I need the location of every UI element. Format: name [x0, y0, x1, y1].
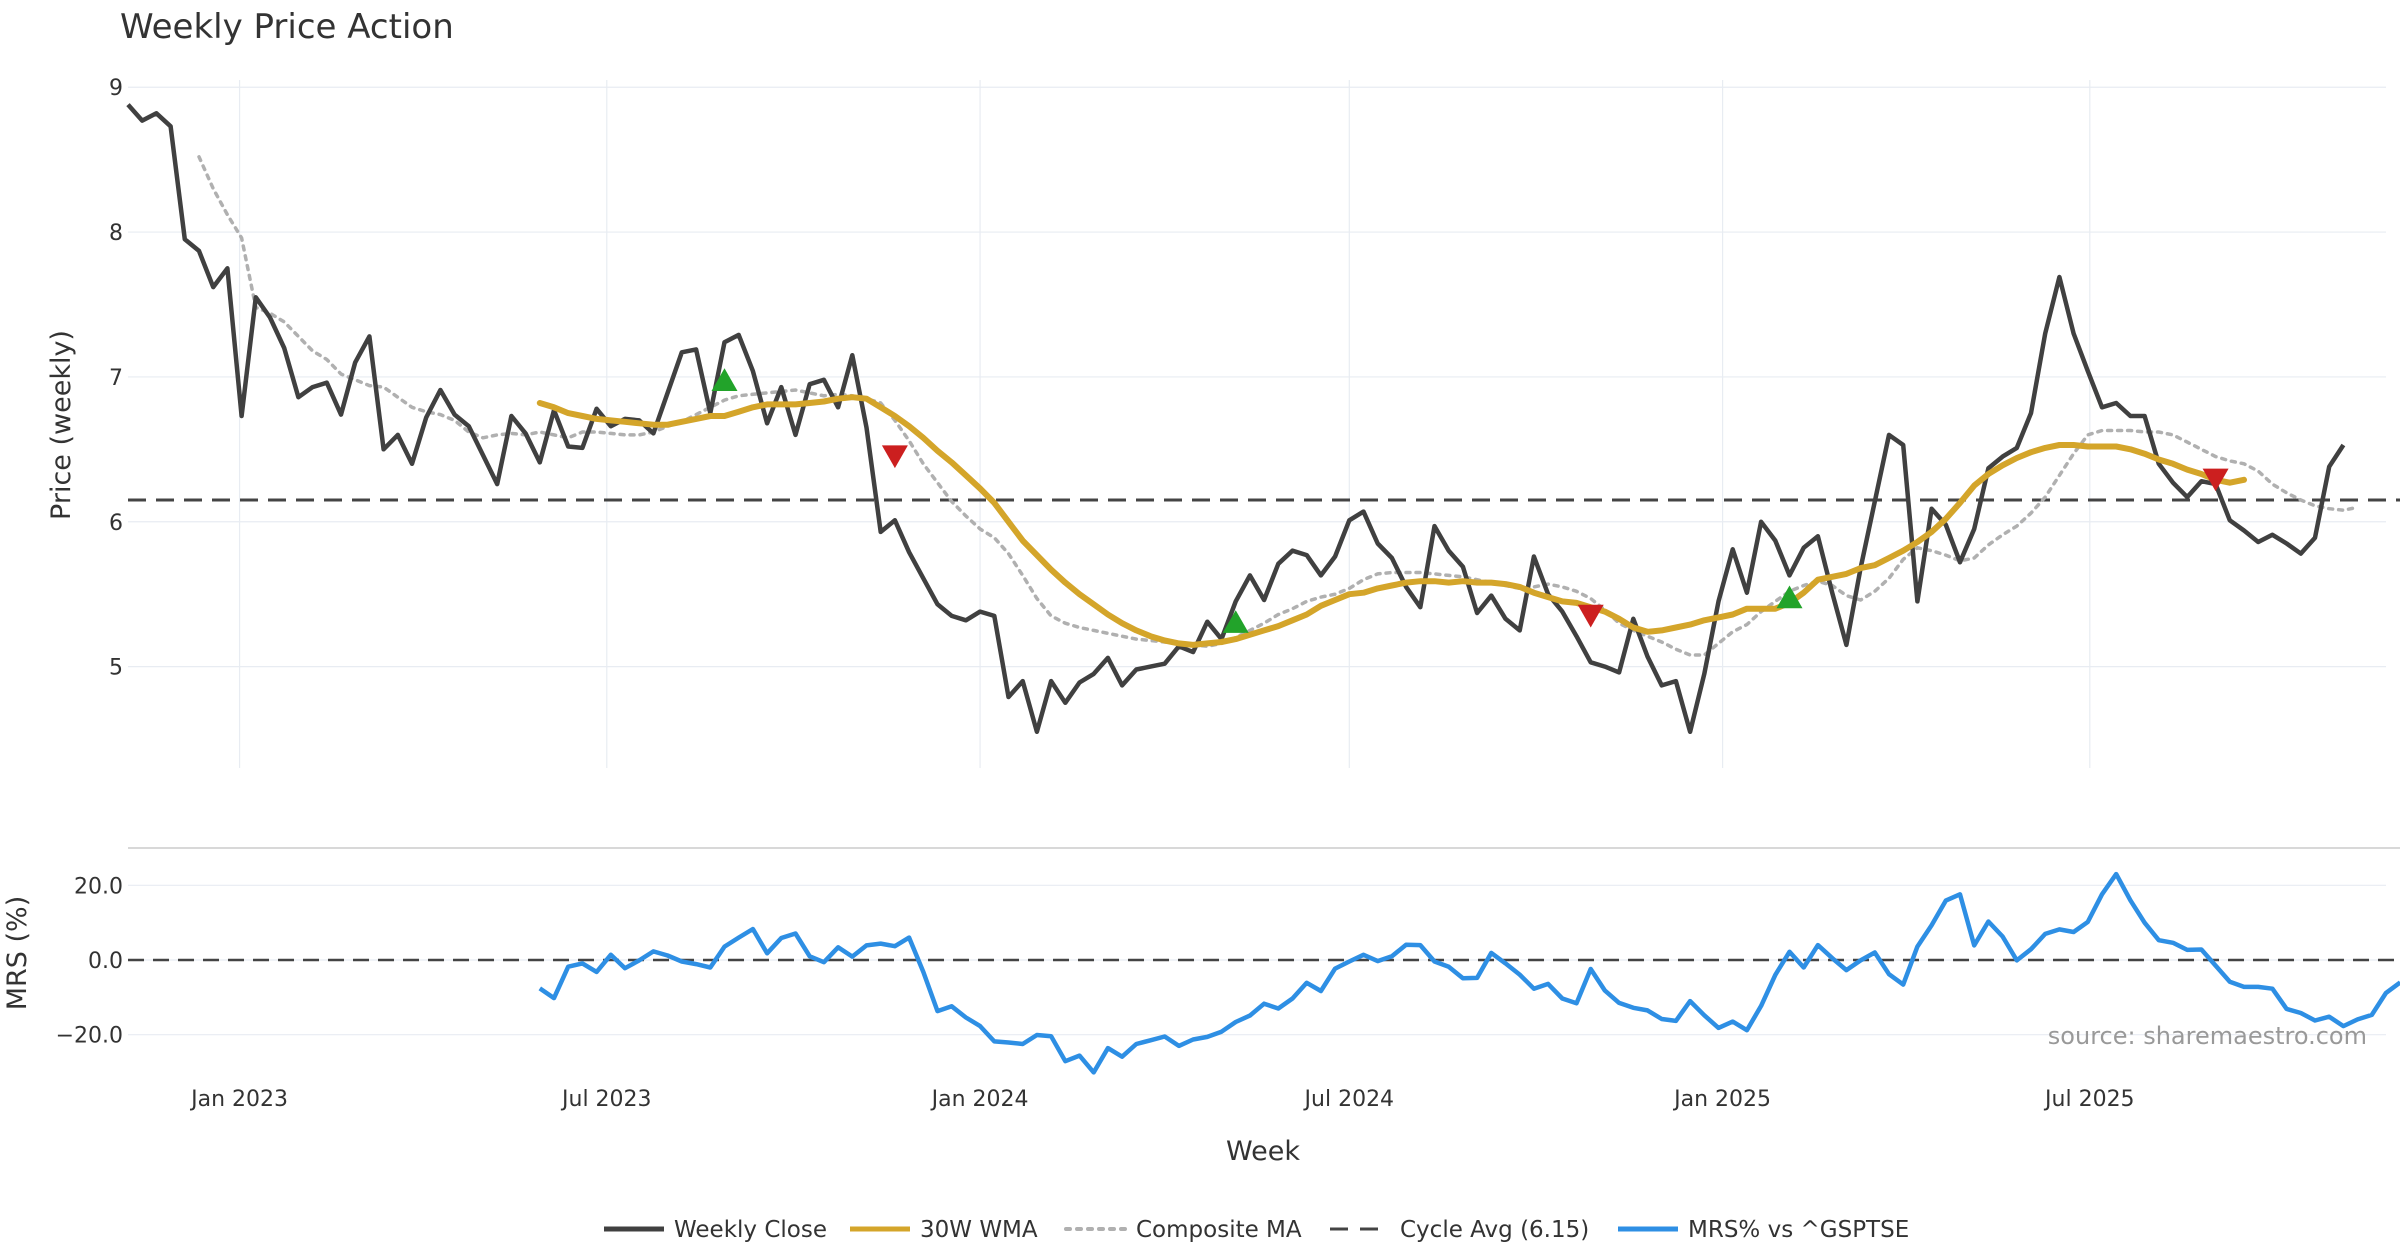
legend-label: Composite MA [1136, 1217, 1302, 1243]
source-note: source: sharemaestro.com [2048, 1022, 2367, 1050]
buy-signal-marker [711, 368, 738, 391]
chart-title: Weekly Price Action [120, 7, 454, 47]
buy-signal-marker [1222, 610, 1249, 633]
legend-label: Weekly Close [674, 1217, 827, 1243]
price-ylabel: Price (weekly) [46, 330, 77, 520]
legend-label: Cycle Avg (6.15) [1400, 1217, 1589, 1243]
sell-signal-marker [2202, 468, 2229, 492]
legend-label: MRS% vs ^GSPTSE [1688, 1217, 1909, 1243]
legend-label: 30W WMA [920, 1217, 1038, 1243]
price-ytick-label: 5 [109, 656, 123, 681]
price-ytick-label: 6 [109, 511, 123, 536]
sell-signal-marker [1577, 604, 1604, 628]
x-tick-label: Jul 2023 [560, 1087, 652, 1112]
sell-signal-marker [881, 445, 908, 469]
price-ytick-label: 9 [109, 76, 123, 101]
x-tick-label: Jan 2023 [189, 1087, 288, 1112]
price-markers [711, 368, 2229, 633]
price-grid: 5 6 7 8 9 [109, 76, 2386, 768]
mrs-ytick-label: −20.0 [56, 1024, 123, 1049]
x-tick-label: Jan 2025 [1672, 1087, 1771, 1112]
buy-signal-marker [1776, 585, 1803, 609]
weekly-close-line [126, 103, 2346, 735]
wma-30w-line [536, 394, 2247, 648]
mrs-ytick-label: 0.0 [88, 949, 123, 974]
x-axis-label: Week [1226, 1136, 1300, 1167]
x-ticks: Jan 2023 Jul 2023 Jan 2024 Jul 2024 Jan 2025… [189, 1087, 2134, 1112]
price-series [126, 103, 2400, 735]
x-tick-label: Jul 2025 [2043, 1087, 2135, 1112]
mrs-ytick-label: 20.0 [74, 874, 123, 899]
price-ytick-label: 7 [109, 366, 123, 391]
price-ytick-label: 8 [109, 221, 123, 246]
mrs-ylabel: MRS (%) [2, 896, 33, 1011]
mrs-series [128, 871, 2400, 1075]
composite-ma-line [197, 155, 2360, 657]
x-tick-label: Jan 2024 [930, 1087, 1029, 1112]
mrs-line [538, 871, 2400, 1075]
x-tick-label: Jul 2024 [1303, 1087, 1395, 1112]
legend: Weekly Close 30W WMA Composite MA Cycle Avg… [604, 1217, 1909, 1243]
